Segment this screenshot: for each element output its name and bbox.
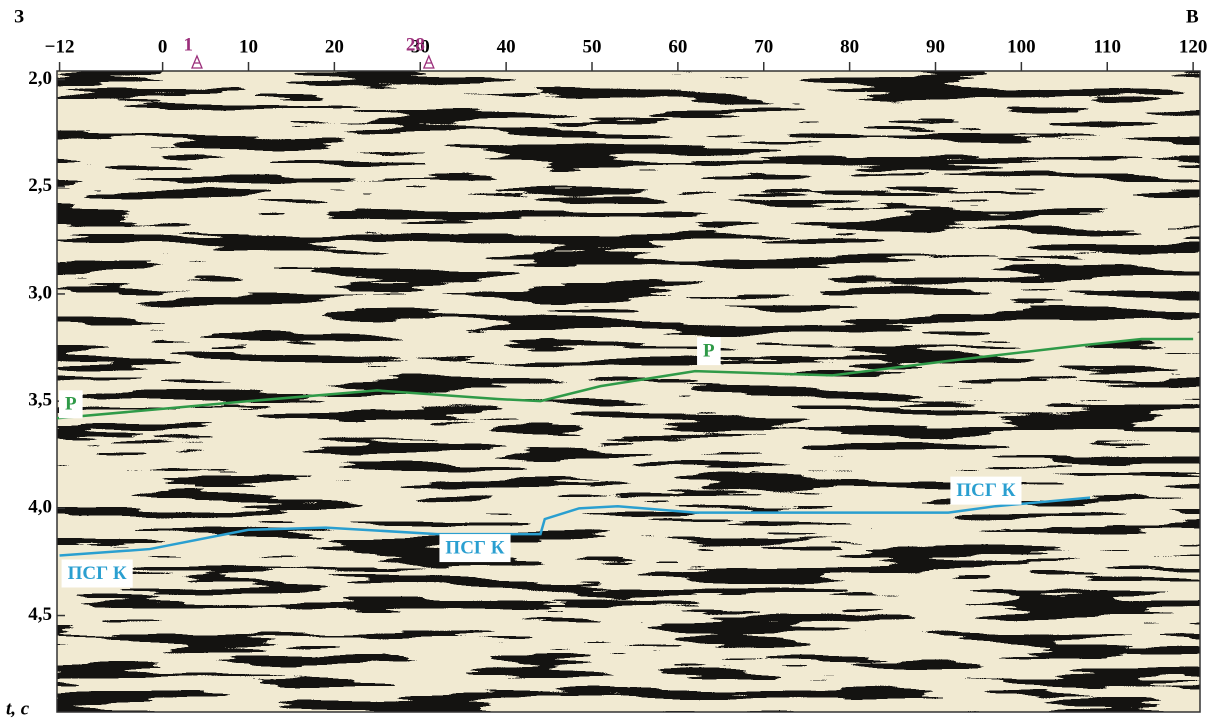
x-tick-label: 50 [583,36,602,57]
west-label: З [14,6,24,27]
horizon-label: ПСГ К [68,563,127,584]
x-tick-label: 80 [840,36,859,57]
horizon-label: ПСГ К [445,537,504,558]
y-tick-label: 4,5 [28,604,52,625]
y-tick-label: 4,0 [28,497,52,518]
x-tick-label: 10 [239,36,258,57]
x-tick-label: −12 [45,36,75,57]
seismic-texture [57,71,1200,712]
y-tick-label: 3,0 [28,282,52,303]
x-tick-label: 70 [754,36,773,57]
x-tick-label: 20 [325,36,344,57]
east-label: В [1186,6,1199,27]
shot-point-label: 1 [183,34,193,55]
horizon-label: P [703,340,715,361]
shot-point-marker [424,56,434,68]
x-tick-label: 40 [497,36,516,57]
x-tick-label: 60 [668,36,687,57]
horizon-label: ПСГ К [956,480,1015,501]
y-tick-label: 2,5 [28,175,52,196]
x-tick-label: 90 [926,36,945,57]
y-tick-label: 2,0 [28,68,52,89]
x-tick-label: 0 [158,36,168,57]
shot-point-label: 28 [406,34,425,55]
shot-point-marker [192,56,202,68]
chart: З В t, с −120102030405060708090100110120… [0,0,1215,721]
y-axis-label: t, с [6,698,30,719]
x-tick-label: 100 [1007,36,1036,57]
y-tick-label: 3,5 [28,390,52,411]
horizon-label: P [65,394,77,415]
x-tick-label: 110 [1094,36,1121,57]
x-tick-label: 120 [1179,36,1208,57]
